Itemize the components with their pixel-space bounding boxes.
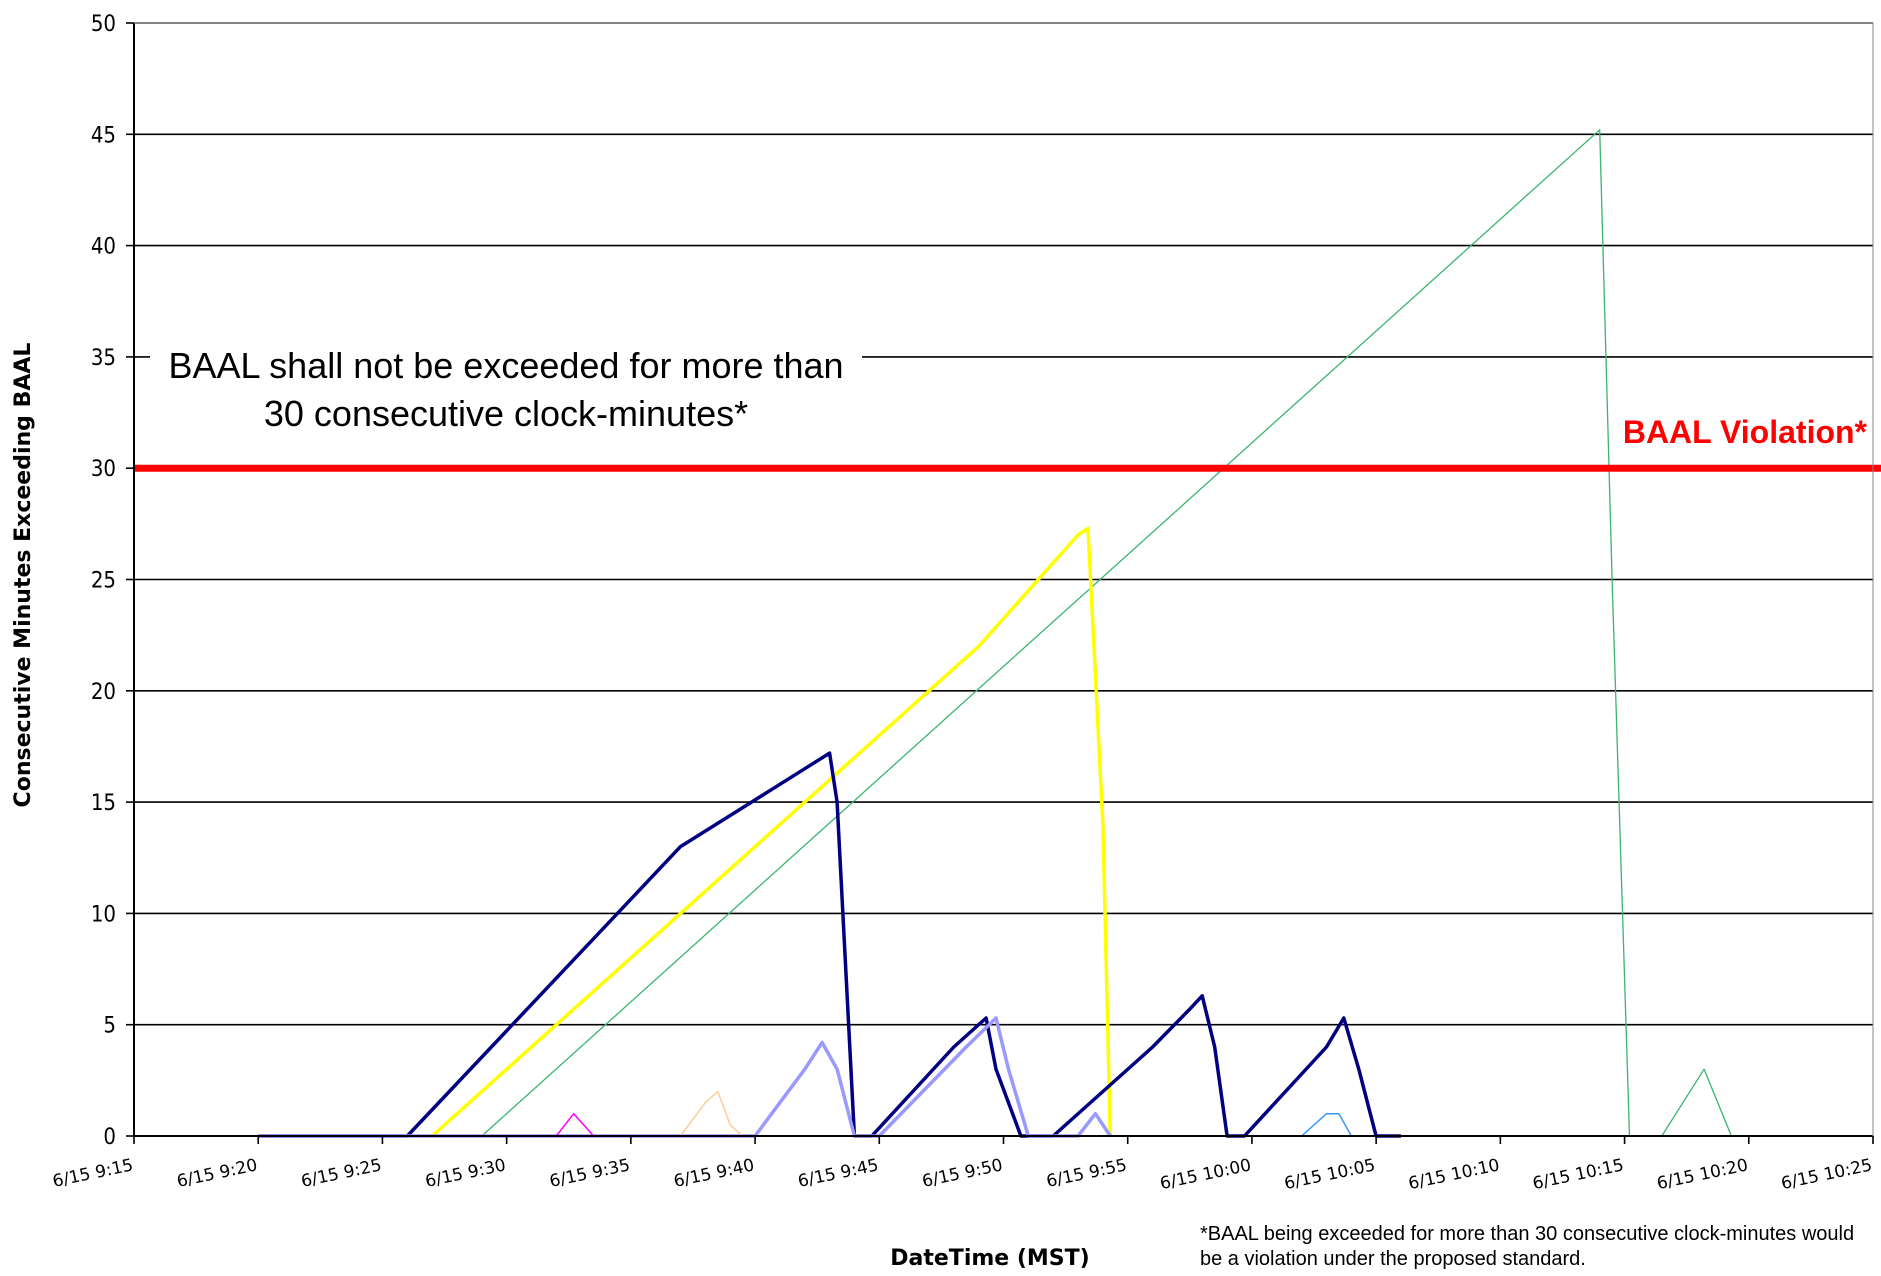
axes [133,22,1874,1144]
y-axis-title: Consecutive Minutes Exceeding BAAL [11,343,36,808]
x-tick-label-9: 6/15 10:00 [1158,1155,1253,1194]
x-tick-label-10: 6/15 10:05 [1282,1155,1377,1194]
x-tick-label-8: 6/15 9:55 [1045,1155,1129,1192]
series-line-4 [258,1016,1112,1138]
series-line-2 [430,526,1113,1138]
series-line-6 [679,1090,744,1137]
x-tick-label-1: 6/15 9:20 [175,1155,259,1192]
threshold-label: BAAL Violation* [1622,414,1867,450]
series-line-1 [258,129,1749,1137]
x-tick-label-0: 6/15 9:15 [51,1155,135,1192]
y-tick-label-45: 45 [91,123,116,148]
limit-annotation: BAAL shall not be exceeded for more than… [150,342,862,438]
series-line-7 [1301,1112,1352,1137]
y-tick-label-15: 15 [91,791,116,816]
x-tick-label-12: 6/15 10:15 [1531,1155,1626,1194]
y-tick-label-50: 50 [91,12,116,37]
y-tick-label-30: 30 [91,457,116,482]
x-tick-label-6: 6/15 9:45 [796,1155,880,1192]
x-axis-title: DateTime (MST) [890,1246,1089,1271]
x-tick-label-7: 6/15 9:50 [920,1155,1004,1192]
y-tick-label-20: 20 [91,680,116,705]
y-tick-label-5: 5 [103,1014,116,1039]
y-tick-label-10: 10 [91,902,116,927]
gridlines [126,22,1873,1137]
footnote: *BAAL being exceeded for more than 30 co… [1200,1223,1855,1270]
y-tick-label-35: 35 [91,346,116,371]
x-tick-label-11: 6/15 10:10 [1407,1155,1502,1194]
series-line-3 [258,751,1401,1138]
x-tick-label-4: 6/15 9:35 [548,1155,632,1192]
series-group [258,129,1749,1138]
series-line-5 [555,1112,595,1137]
x-tick-label-13: 6/15 10:20 [1655,1155,1750,1194]
x-tick-labels: 6/15 9:15 6/15 9:20 6/15 9:25 6/15 9:30 6/15… [51,1155,1874,1194]
x-tick-label-3: 6/15 9:30 [424,1155,508,1192]
x-tick-label-2: 6/15 9:25 [299,1155,383,1192]
y-tick-label-25: 25 [91,569,116,594]
y-tick-labels: 0 5 10 15 20 25 30 35 40 45 50 [91,12,116,1150]
y-tick-label-0: 0 [103,1125,116,1150]
x-tick-label-14: 6/15 10:25 [1779,1155,1874,1194]
y-tick-label-40: 40 [91,235,116,260]
x-tick-label-5: 6/15 9:40 [672,1155,756,1192]
